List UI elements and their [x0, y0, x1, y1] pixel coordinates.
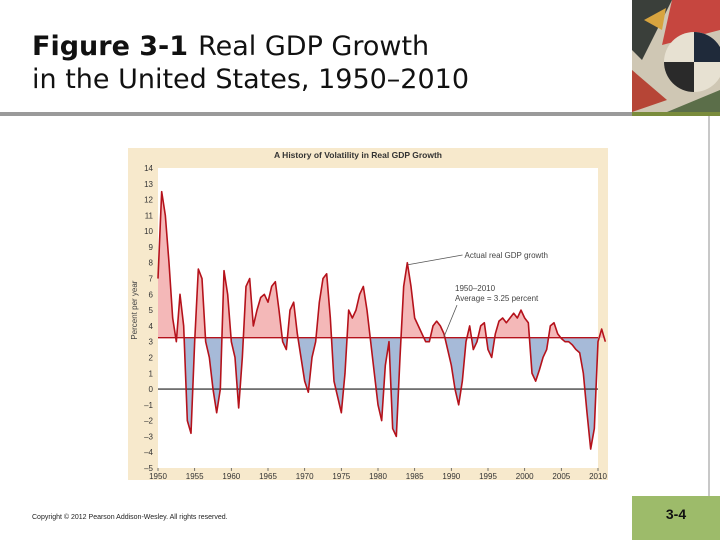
below-average-area — [444, 337, 467, 405]
y-tick-label: 9 — [149, 243, 154, 252]
title-line-1: Real GDP Growth — [198, 31, 430, 62]
y-tick-label: –3 — [144, 432, 153, 441]
below-average-area — [331, 337, 348, 413]
x-tick-label: 2000 — [516, 472, 534, 480]
abstract-art-icon — [632, 0, 720, 112]
slide-number: 3-4 — [665, 506, 687, 522]
x-tick-label: 1990 — [442, 472, 460, 480]
gdp-growth-chart: 14 13 12 11 10 9 8 7 6 5 4 3 2 1 0 –1 –2 –3 –4 –5 1950 1955 1… — [128, 148, 608, 481]
title-divider — [0, 112, 720, 116]
below-average-area — [184, 337, 195, 434]
y-tick-label: 3 — [149, 338, 154, 347]
y-tick-label: 1 — [149, 369, 154, 378]
x-tick-label: 2010 — [589, 472, 607, 480]
x-tick-label: 1965 — [259, 472, 277, 480]
y-tick-label: 14 — [144, 164, 153, 173]
annotation-average-period: 1950–2010 — [455, 284, 496, 293]
below-average-area — [297, 337, 317, 393]
below-average-area — [560, 337, 600, 450]
copyright-notice: Copyright © 2012 Pearson Addison-Wesley.… — [32, 514, 228, 521]
annotation-leader-line — [407, 254, 463, 266]
annotation-actual-growth: Actual real GDP growth — [465, 251, 548, 260]
y-tick-label: 5 — [149, 306, 154, 315]
y-tick-label: 0 — [149, 385, 154, 394]
annotation-average-value: Average = 3.25 percent — [455, 294, 539, 303]
y-tick-label: 4 — [149, 322, 154, 331]
below-average-area — [370, 337, 402, 437]
y-tick-label: 13 — [144, 180, 153, 189]
below-average-area — [529, 337, 549, 382]
below-average-area — [231, 337, 244, 408]
right-margin-line — [708, 116, 710, 496]
decorative-graphic — [632, 0, 720, 112]
below-average-area — [486, 337, 495, 358]
chart-title: A History of Volatility in Real GDP Grow… — [274, 150, 442, 160]
x-tick-label: 2005 — [552, 472, 570, 480]
y-tick-label: –4 — [144, 448, 153, 457]
y-tick-label: 2 — [149, 353, 154, 362]
annotation-leader-line — [443, 305, 458, 337]
y-axis-label: Percent per year — [130, 280, 139, 339]
y-tick-label: 10 — [144, 227, 153, 236]
above-average-area — [176, 294, 185, 338]
y-tick-label: 12 — [144, 196, 153, 205]
slide-title: Figure 3-1 Real GDP Growth in the United … — [32, 30, 612, 96]
y-tick-label: 8 — [149, 259, 154, 268]
x-tick-label: 1980 — [369, 472, 387, 480]
x-tick-label: 1975 — [332, 472, 350, 480]
y-tick-label: 6 — [149, 290, 154, 299]
y-tick-label: –2 — [144, 417, 153, 426]
x-tick-label: 1955 — [186, 472, 204, 480]
y-tick-label: 11 — [145, 211, 154, 220]
y-tick-label: –5 — [144, 464, 153, 473]
above-average-area — [347, 286, 371, 338]
above-average-area — [494, 310, 530, 338]
y-tick-label: –1 — [144, 401, 153, 410]
x-tick-label: 1960 — [222, 472, 240, 480]
slide-number-box: 3-4 — [632, 496, 720, 540]
title-divider-accent — [632, 112, 720, 116]
gdp-growth-line — [157, 190, 607, 450]
x-tick-label: 1970 — [296, 472, 314, 480]
y-tick-label: 7 — [149, 275, 154, 284]
x-tick-label: 1995 — [479, 472, 497, 480]
figure-label: Figure 3-1 — [32, 31, 189, 62]
x-tick-label: 1985 — [406, 472, 424, 480]
x-tick-label: 1950 — [149, 472, 167, 480]
title-line-2: in the United States, 1950–2010 — [32, 64, 470, 95]
